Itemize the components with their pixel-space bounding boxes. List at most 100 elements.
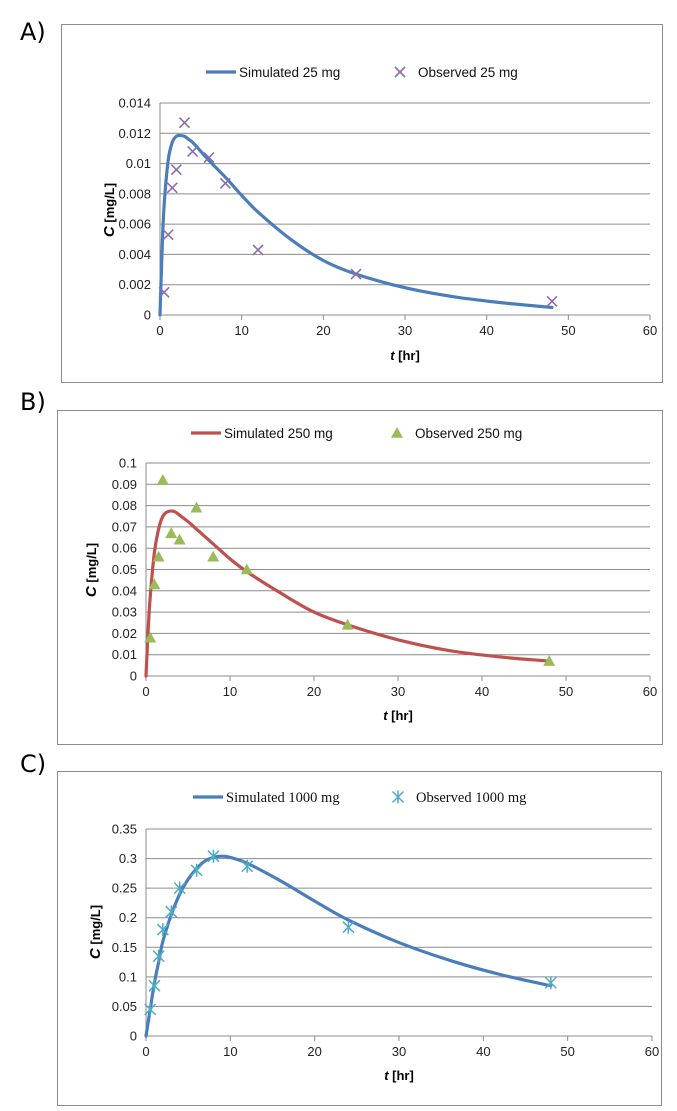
y-tick-label: 0.2 [119, 910, 137, 925]
y-tick-label: 0.3 [119, 851, 137, 866]
x-axis-title: t [hr] [384, 1068, 414, 1083]
observed-point [166, 182, 178, 194]
legend-marker-swatch [391, 790, 405, 804]
observed-point [152, 550, 165, 562]
y-axis-title: C [mg/L] [87, 905, 104, 959]
y-tick-label: 0 [144, 308, 151, 323]
observed-point [158, 286, 170, 298]
y-axis-title: C [mg/L] [101, 183, 118, 237]
legend-observed-label: Observed 250 mg [415, 426, 522, 441]
observed-point [241, 859, 254, 873]
x-tick-label: 20 [316, 323, 330, 338]
observed-point [156, 923, 169, 937]
y-tick-label: 0.05 [112, 999, 137, 1014]
simulated-line [144, 854, 553, 1038]
y-tick-label: 0.006 [118, 217, 151, 232]
y-tick-label: 0.06 [112, 541, 137, 556]
x-tick-label: 40 [479, 323, 493, 338]
y-tick-label: 0 [130, 669, 137, 684]
y-tick-label: 0.012 [118, 126, 151, 141]
x-axis-title: t [hr] [390, 348, 420, 363]
observed-point [165, 527, 178, 539]
x-tick-label: 0 [156, 323, 163, 338]
y-tick-label: 0.04 [112, 583, 137, 598]
x-tick-label: 30 [392, 1044, 406, 1059]
panel-label-c: C) [20, 750, 47, 778]
observed-point [207, 550, 220, 562]
x-tick-label: 20 [307, 1044, 321, 1059]
observed-point [148, 979, 161, 993]
x-tick-label: 60 [645, 1044, 659, 1059]
observed-point [207, 849, 220, 863]
y-tick-label: 0.35 [112, 822, 137, 837]
observed-point [144, 631, 157, 643]
observed-point [187, 145, 199, 158]
y-tick-label: 0.07 [112, 519, 137, 534]
observed-point [170, 164, 182, 176]
legend-simulated-label: Simulated 250 mg [224, 426, 333, 441]
legend-observed-label: Observed 25 mg [418, 65, 518, 80]
observed-point [544, 976, 557, 990]
y-axis-title: C [mg/L] [83, 543, 100, 597]
legend-observed-label: Observed 1000 mg [416, 790, 526, 806]
x-tick-label: 30 [398, 323, 412, 338]
y-tick-label: 0.25 [112, 881, 137, 896]
y-tick-label: 0.002 [118, 277, 151, 292]
x-tick-label: 0 [142, 684, 149, 699]
observed-point [203, 151, 215, 164]
x-tick-label: 30 [391, 684, 405, 699]
observed-point [350, 268, 362, 280]
observed-point [162, 229, 174, 241]
observed-point [546, 295, 558, 307]
observed-point [178, 117, 191, 129]
panel-label-a: A) [20, 18, 46, 46]
observed-point [543, 655, 556, 666]
observed-point [342, 920, 355, 934]
observed-point [252, 244, 264, 256]
x-tick-label: 40 [475, 684, 489, 699]
y-tick-label: 0.01 [112, 647, 137, 662]
observed-point [190, 501, 203, 513]
y-tick-label: 0.1 [119, 456, 137, 471]
y-tick-label: 0.004 [118, 247, 151, 262]
y-tick-label: 0.1 [119, 969, 137, 984]
x-tick-label: 10 [223, 684, 237, 699]
y-tick-label: 0.09 [112, 477, 137, 492]
simulated-line [144, 509, 551, 678]
x-tick-label: 50 [559, 684, 573, 699]
observed-point [240, 563, 253, 575]
x-tick-label: 60 [643, 684, 657, 699]
legend-marker-swatch [394, 66, 406, 78]
y-tick-label: 0.01 [126, 156, 151, 171]
y-tick-label: 0.03 [112, 605, 137, 620]
x-tick-label: 0 [142, 1044, 149, 1059]
x-tick-label: 10 [223, 1044, 237, 1059]
panel-label-b: B) [20, 388, 46, 416]
observed-point [152, 949, 165, 963]
observed-point [156, 474, 169, 485]
chart-panel-a [61, 24, 663, 383]
x-tick-label: 60 [643, 323, 657, 338]
observed-point [219, 177, 231, 189]
legend-simulated-label: Simulated 1000 mg [226, 790, 340, 806]
y-tick-label: 0.02 [112, 626, 137, 641]
y-tick-label: 0.008 [118, 186, 151, 201]
simulated-line [158, 133, 554, 317]
observed-point [173, 881, 186, 895]
y-tick-label: 0.05 [112, 562, 137, 577]
chart-panel-c [57, 771, 662, 1106]
y-tick-label: 0 [130, 1029, 137, 1044]
x-tick-label: 50 [561, 323, 575, 338]
legend-simulated-label: Simulated 25 mg [239, 65, 340, 80]
x-tick-label: 50 [560, 1044, 574, 1059]
observed-point [165, 905, 178, 919]
x-tick-label: 40 [476, 1044, 490, 1059]
observed-point [173, 533, 186, 545]
y-tick-label: 0.08 [112, 498, 137, 513]
y-tick-label: 0.014 [118, 96, 151, 111]
x-tick-label: 10 [234, 323, 248, 338]
x-tick-label: 20 [307, 684, 321, 699]
